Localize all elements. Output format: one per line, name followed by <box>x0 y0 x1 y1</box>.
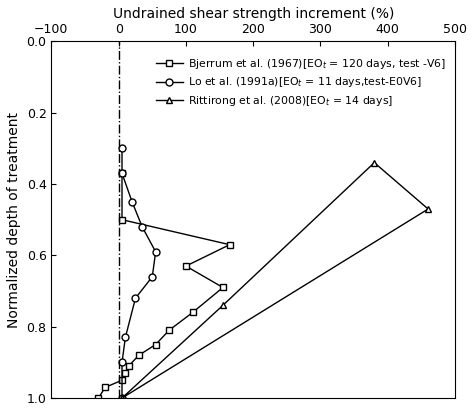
Bjerrum et al. (1967)[EO$_t$ = 120 days, test -V6] <box>119 171 125 176</box>
Bjerrum et al. (1967)[EO$_t$ = 120 days, test -V6] <box>119 378 125 383</box>
Rittirong et al. (2008)[EO$_t$ = 14 days] <box>119 396 125 401</box>
Lo et al. (1991a)[EO$_t$ = 11 days,test-E0V6] <box>133 296 138 301</box>
Lo et al. (1991a)[EO$_t$ = 11 days,test-E0V6] <box>149 274 155 279</box>
Lo et al. (1991a)[EO$_t$ = 11 days,test-E0V6] <box>119 146 125 151</box>
Bjerrum et al. (1967)[EO$_t$ = 120 days, test -V6] <box>183 263 189 268</box>
Lo et al. (1991a)[EO$_t$ = 11 days,test-E0V6] <box>119 171 125 176</box>
Lo et al. (1991a)[EO$_t$ = 11 days,test-E0V6] <box>139 224 145 229</box>
Rittirong et al. (2008)[EO$_t$ = 14 days] <box>220 303 226 308</box>
Line: Bjerrum et al. (1967)[EO$_t$ = 120 days, test -V6]: Bjerrum et al. (1967)[EO$_t$ = 120 days,… <box>95 170 233 401</box>
Bjerrum et al. (1967)[EO$_t$ = 120 days, test -V6] <box>119 217 125 222</box>
Lo et al. (1991a)[EO$_t$ = 11 days,test-E0V6] <box>153 249 158 254</box>
Bjerrum et al. (1967)[EO$_t$ = 120 days, test -V6] <box>220 285 226 290</box>
Bjerrum et al. (1967)[EO$_t$ = 120 days, test -V6] <box>126 363 132 368</box>
Y-axis label: Normalized depth of treatment: Normalized depth of treatment <box>7 112 21 328</box>
Bjerrum et al. (1967)[EO$_t$ = 120 days, test -V6] <box>166 328 172 333</box>
Line: Rittirong et al. (2008)[EO$_t$ = 14 days]: Rittirong et al. (2008)[EO$_t$ = 14 days… <box>118 159 432 401</box>
Rittirong et al. (2008)[EO$_t$ = 14 days] <box>372 160 377 165</box>
Bjerrum et al. (1967)[EO$_t$ = 120 days, test -V6] <box>227 242 233 247</box>
Bjerrum et al. (1967)[EO$_t$ = 120 days, test -V6] <box>136 353 142 358</box>
Line: Lo et al. (1991a)[EO$_t$ = 11 days,test-E0V6]: Lo et al. (1991a)[EO$_t$ = 11 days,test-… <box>118 145 159 401</box>
Lo et al. (1991a)[EO$_t$ = 11 days,test-E0V6] <box>129 199 135 204</box>
Legend: Bjerrum et al. (1967)[EO$_t$ = 120 days, test -V6], Lo et al. (1991a)[EO$_t$ = 1: Bjerrum et al. (1967)[EO$_t$ = 120 days,… <box>153 54 450 111</box>
Bjerrum et al. (1967)[EO$_t$ = 120 days, test -V6] <box>122 370 128 375</box>
Bjerrum et al. (1967)[EO$_t$ = 120 days, test -V6] <box>153 342 158 347</box>
Bjerrum et al. (1967)[EO$_t$ = 120 days, test -V6] <box>102 385 108 390</box>
Bjerrum et al. (1967)[EO$_t$ = 120 days, test -V6] <box>190 310 195 315</box>
Lo et al. (1991a)[EO$_t$ = 11 days,test-E0V6] <box>119 396 125 401</box>
X-axis label: Undrained shear strength increment (%): Undrained shear strength increment (%) <box>112 7 394 21</box>
Lo et al. (1991a)[EO$_t$ = 11 days,test-E0V6] <box>122 335 128 340</box>
Bjerrum et al. (1967)[EO$_t$ = 120 days, test -V6] <box>96 396 101 401</box>
Rittirong et al. (2008)[EO$_t$ = 14 days] <box>425 206 431 211</box>
Lo et al. (1991a)[EO$_t$ = 11 days,test-E0V6] <box>119 360 125 365</box>
Rittirong et al. (2008)[EO$_t$ = 14 days] <box>119 396 125 401</box>
